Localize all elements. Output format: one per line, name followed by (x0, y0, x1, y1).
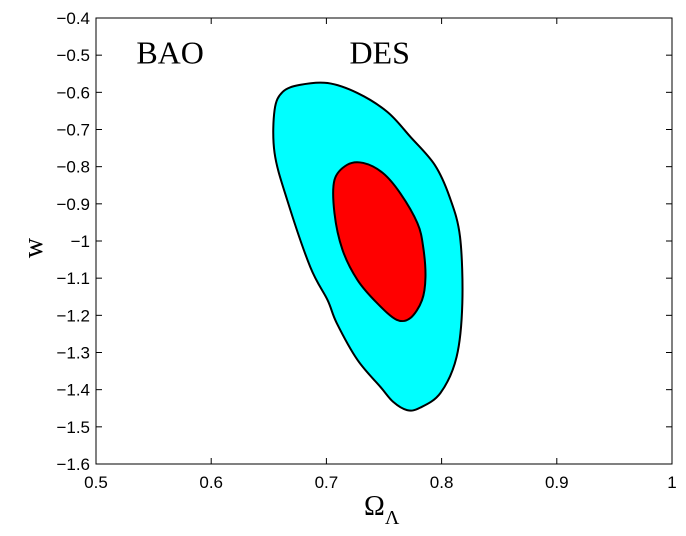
ticks-layer: 0.5 0.6 0.7 0.8 0.9 1 −1.6 −1.5 −1.4 −1.3 −1.2 −1.1… (56, 9, 676, 492)
y-tick-label: −0.9 (56, 195, 90, 214)
x-tick-label: 0.9 (545, 473, 569, 492)
annotation-bao: BAO (136, 34, 204, 70)
x-tick-label: 0.6 (199, 473, 223, 492)
y-axis-label: w (18, 237, 49, 258)
y-tick-label: −0.6 (56, 83, 90, 102)
x-axis-label-main: Ω (364, 491, 385, 522)
x-tick-label: 1 (667, 473, 676, 492)
y-tick-label: −0.4 (56, 9, 90, 28)
y-tick-label: −1.6 (56, 455, 90, 474)
y-tick-label: −1.3 (56, 344, 90, 363)
x-axis-label: ΩΛ (364, 491, 400, 529)
y-tick-label: −0.5 (56, 46, 90, 65)
y-tick-label: −0.7 (56, 121, 90, 140)
y-tick-label: −1.1 (56, 269, 90, 288)
x-tick-label: 0.5 (84, 473, 108, 492)
contour-layer (272, 81, 464, 412)
annotations-layer: BAO DES (136, 34, 410, 70)
annotation-des: DES (349, 34, 409, 70)
y-tick-label: −1.5 (56, 418, 90, 437)
y-tick-label: −0.8 (56, 158, 90, 177)
contour-inner (332, 161, 427, 323)
x-axis-label-sub: Λ (385, 507, 400, 529)
x-tick-label: 0.8 (430, 473, 454, 492)
x-tick-label: 0.7 (315, 473, 339, 492)
y-tick-label: −1.4 (56, 381, 90, 400)
y-tick-label: −1.2 (56, 306, 90, 325)
y-tick-label: −1 (71, 232, 90, 251)
